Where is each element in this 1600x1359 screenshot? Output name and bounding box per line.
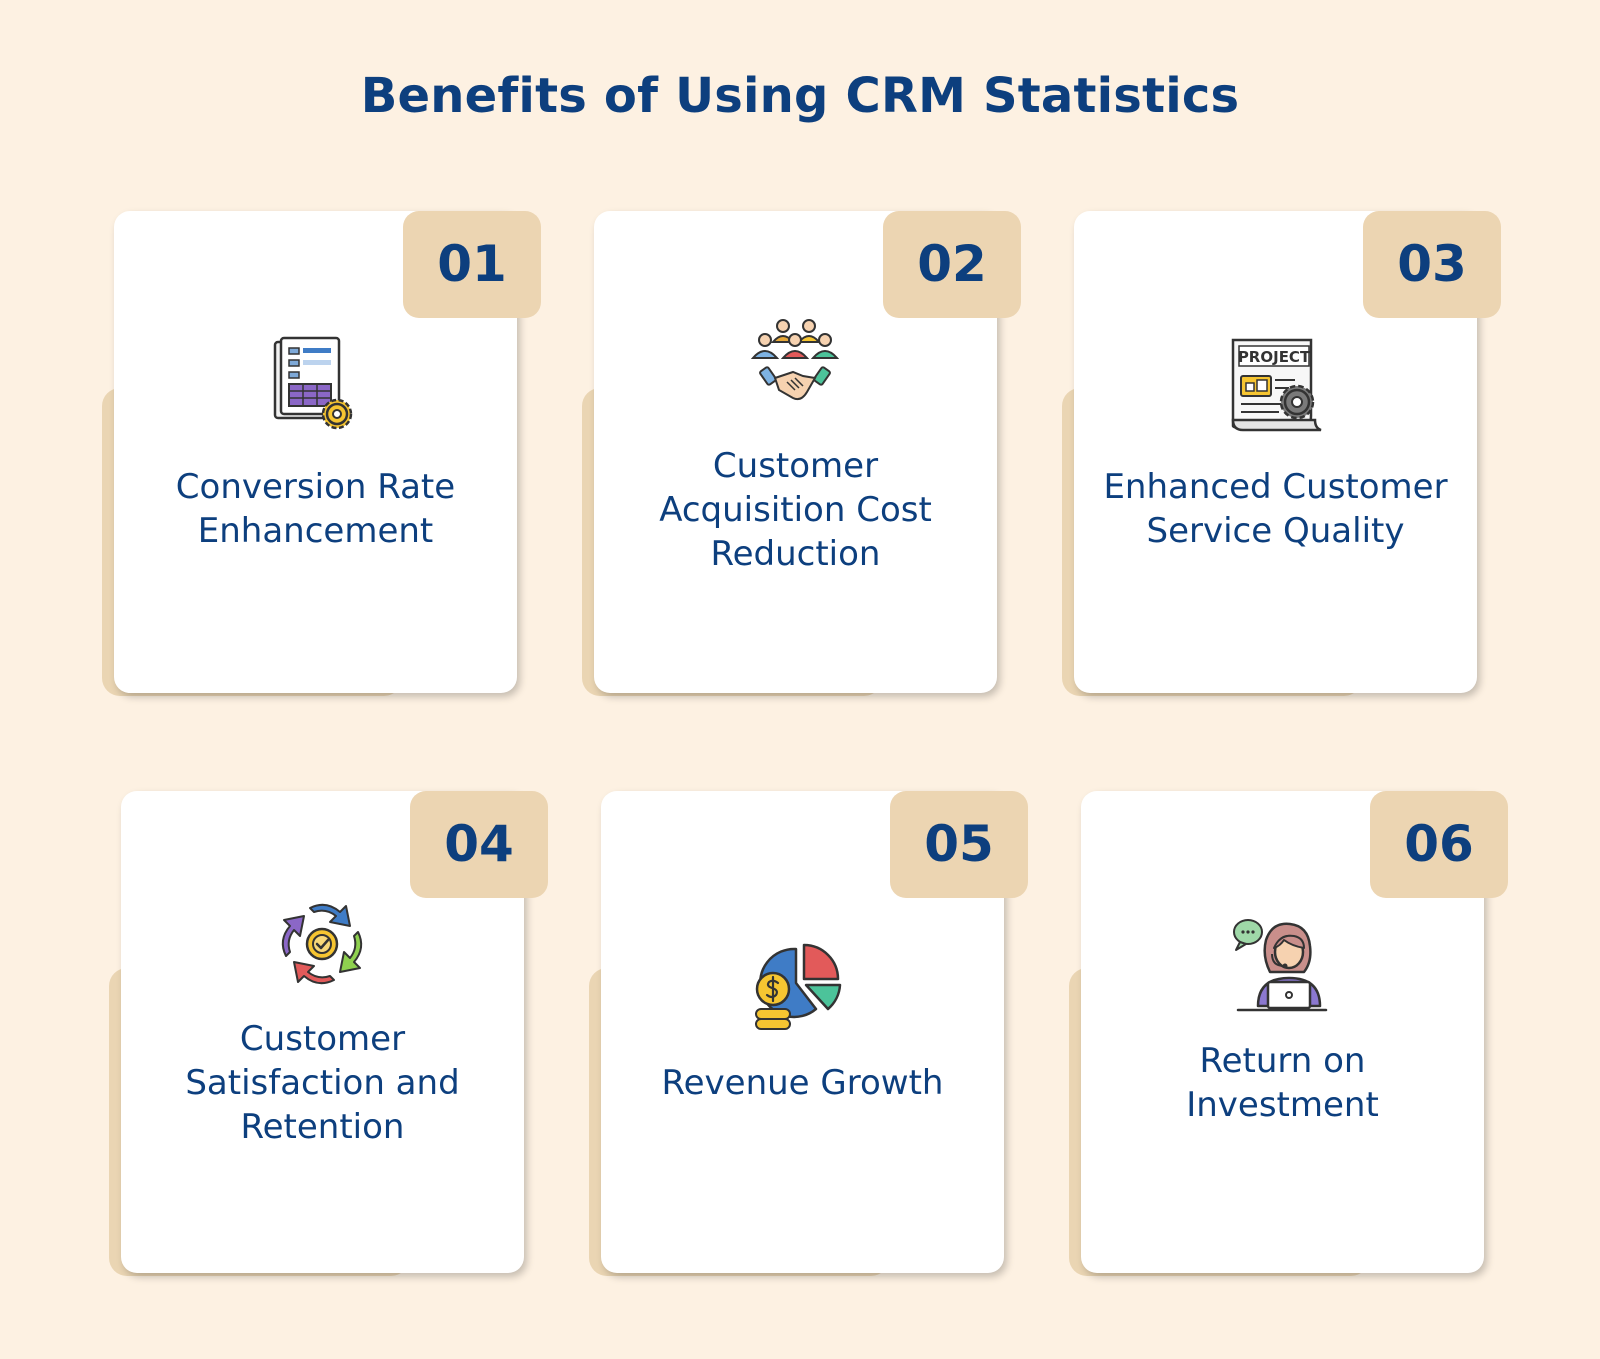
benefit-card-3: 03 PROJECT Enhanced Customer Servi (1062, 211, 1504, 706)
card-label: Return on Investment (1186, 1041, 1379, 1125)
card-number-badge: 01 (403, 211, 541, 318)
card-label: Customer Satisfaction and Retention (185, 1019, 460, 1147)
card-number-badge: 04 (410, 791, 548, 898)
card-label: Revenue Growth (661, 1063, 944, 1103)
card-body: 05 Revenue Growth (601, 791, 1028, 1273)
card-label: Customer Acquisition Cost Reduction (659, 446, 932, 574)
report-settings-icon (265, 336, 365, 436)
retention-cycle-icon (272, 894, 372, 994)
benefit-card-2: 02 Customer Acquisition Cost (582, 211, 1024, 706)
benefit-card-6: 06 Return on Investment (1069, 791, 1511, 1286)
page-title: Benefits of Using CRM Statistics (360, 68, 1240, 124)
revenue-pie-coins-icon (752, 943, 852, 1043)
card-number-badge: 03 (1363, 211, 1501, 318)
card-body: 04 Customer Satisfaction and Retention (121, 791, 548, 1273)
card-body: 02 Customer Acquisition Cost (594, 211, 1021, 693)
project-text: PROJECT (1238, 348, 1311, 366)
benefit-card-4: 04 Customer Satisfaction and Retention (109, 791, 551, 1286)
project-document-gear-icon: PROJECT (1225, 336, 1325, 436)
benefit-card-5: 05 Revenue Growth (589, 791, 1031, 1286)
card-body: 03 PROJECT Enhanced Customer Servi (1074, 211, 1501, 693)
card-body: 06 Return on Investment (1081, 791, 1508, 1273)
card-number-badge: 06 (1370, 791, 1508, 898)
benefit-card-1: 01 Conversion Rate Enhan (102, 211, 544, 706)
card-label: Enhanced Customer Service Quality (1103, 467, 1448, 551)
card-number-badge: 02 (883, 211, 1021, 318)
support-agent-laptop-icon (1232, 916, 1332, 1016)
team-handshake-icon (745, 316, 845, 416)
card-body: 01 Conversion Rate Enhan (114, 211, 541, 693)
card-number-badge: 05 (890, 791, 1028, 898)
card-label: Conversion Rate Enhancement (175, 467, 456, 551)
